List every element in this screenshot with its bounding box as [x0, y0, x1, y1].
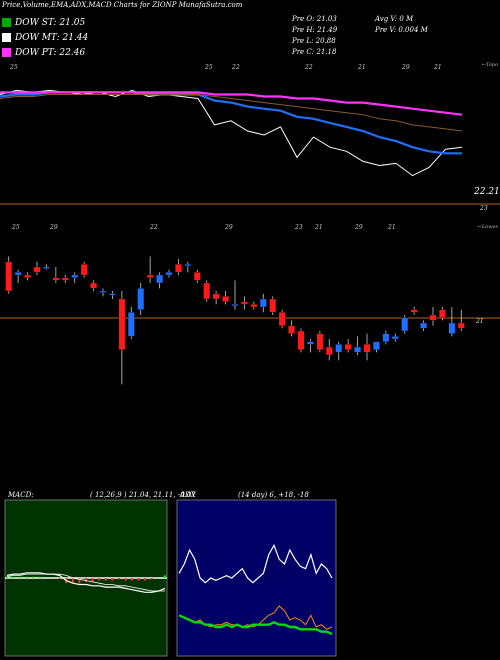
candle-body [288, 325, 295, 334]
candle-body [278, 312, 286, 326]
legend-label-dow-mt: DOW MT: 21.44 [15, 32, 89, 43]
candle-body [269, 298, 277, 313]
candle-body [222, 296, 229, 302]
stat-prev-close: Pre C: 21.18 [292, 48, 337, 56]
candle-body [80, 264, 88, 276]
candle-body [5, 261, 13, 292]
macd-title: MACD: [8, 491, 34, 499]
legend-dow-pt: DOW PT: 22.46 [2, 46, 85, 59]
panel1-date-label: 25 [204, 64, 213, 71]
candle-body [127, 312, 135, 337]
panel1-series-0 [0, 89, 463, 177]
panel1-series-3 [0, 91, 463, 116]
candle-body [344, 344, 352, 350]
legend-label-dow-st: DOW ST: 21.05 [15, 17, 86, 28]
adx-line-2 [178, 614, 333, 636]
panel2-date-label: 29 [224, 224, 233, 231]
stat-avg-volume: Avg V: 0 M [375, 15, 414, 23]
candle-body [184, 264, 192, 266]
candle-body [448, 322, 456, 334]
stat-prev-volume: Pre V: 0.004 M [375, 26, 428, 34]
chart-header-title: Price,Volume,EMA,ADX,MACD Charts for ZIO… [2, 1, 243, 9]
panel2-date-label: 29 [49, 224, 58, 231]
candle-body [382, 333, 390, 342]
candle-body [71, 274, 79, 278]
candle-body [203, 282, 211, 300]
candle-body [43, 266, 50, 269]
stat-prev-open: Pre O: 21.03 [292, 15, 337, 23]
adx-title: ADX [180, 491, 196, 499]
macd-line-1 [6, 573, 165, 592]
panel1-series-1 [0, 91, 462, 155]
panel1-date-label: 21 [357, 64, 366, 71]
candle-body [156, 274, 163, 284]
panel1-right-value-label: 22.21 [473, 187, 500, 197]
panel1-series-2 [0, 94, 463, 132]
candle-body [307, 341, 314, 345]
panel1-date-label: 29 [401, 64, 410, 71]
legend-label-dow-pt: DOW PT: 22.46 [15, 47, 86, 58]
candle-body [14, 272, 22, 276]
panel1-ref-line-label: 23 [479, 205, 488, 212]
stat-prev-high: Pre H: 21.49 [292, 26, 338, 34]
panel2-date-label: 23 [294, 224, 303, 231]
candle-body [297, 330, 305, 350]
panel1-date-label: 22 [231, 64, 240, 71]
candle-body [109, 293, 116, 296]
legend-swatch-dow-st [2, 18, 11, 27]
candle-body [354, 346, 361, 353]
candle-body [241, 301, 248, 305]
candle-body [118, 298, 126, 350]
panel2-date-label: 25 [11, 224, 20, 231]
candle-body [193, 272, 201, 281]
candle-body [90, 282, 97, 289]
candle-body [457, 322, 465, 329]
legend-dow-st: DOW ST: 21.05 [2, 16, 85, 29]
candle-body [401, 317, 409, 332]
candle-body [61, 277, 69, 281]
legend-dow-mt: DOW MT: 21.44 [2, 31, 88, 44]
candle-body [335, 344, 343, 353]
panel2-date-label: 21 [314, 224, 323, 231]
candle-body [373, 341, 380, 350]
candle-body [165, 272, 173, 276]
candle-body [99, 290, 107, 293]
panel1-top-axis-label: ←Topo [482, 62, 498, 68]
candle-body [420, 322, 427, 329]
panel2-date-label: 22 [149, 224, 158, 231]
candle-body [429, 314, 437, 321]
panel2-date-label: 21 [387, 224, 396, 231]
macd-line-0 [6, 572, 166, 593]
panel2-date-label: 29 [354, 224, 363, 231]
candle-body [33, 266, 41, 273]
candle-body [316, 333, 324, 350]
candle-body [146, 274, 154, 278]
candle-body [259, 298, 267, 308]
candle-body [250, 304, 258, 308]
legend-swatch-dow-pt [2, 48, 11, 57]
stat-prev-low: Pre L: 20.88 [292, 37, 336, 45]
adx-line-0 [178, 543, 333, 584]
candle-body [325, 346, 333, 356]
panel2-top-axis-label: ←Lowes [478, 224, 499, 230]
candle-body [212, 293, 220, 300]
panel1-date-label: 25 [9, 64, 18, 71]
panel1-date-label: 21 [433, 64, 442, 71]
legend-swatch-dow-mt [2, 33, 11, 42]
candle-body [52, 277, 60, 281]
panel2-right-value-label: 21 [475, 318, 484, 325]
macd-params: ( 12,26,9 ) 21.04, 21.11, -0.07 [90, 491, 196, 499]
candle-body [175, 264, 182, 273]
panel1-date-label: 22 [304, 64, 313, 71]
candle-body [231, 304, 239, 306]
candle-body [439, 309, 446, 318]
candle-body [137, 288, 145, 310]
adx-params: (14 day) 6, +18, -18 [238, 491, 309, 499]
candle-body [363, 344, 371, 353]
candle-body [24, 274, 31, 278]
candle-body [391, 336, 399, 340]
candle-body [410, 309, 418, 313]
